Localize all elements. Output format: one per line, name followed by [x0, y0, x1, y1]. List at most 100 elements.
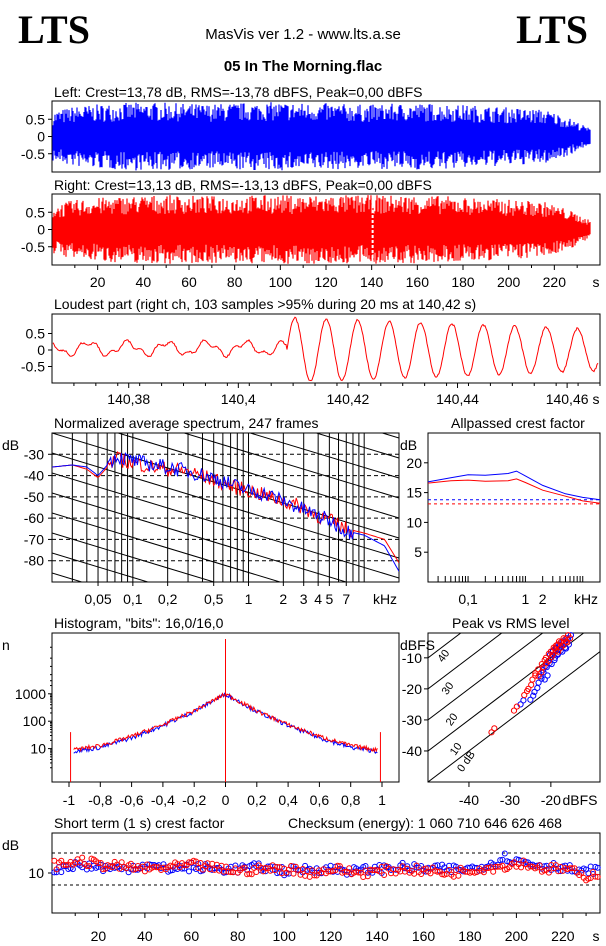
- allpassed-crest-xtick-label: 0,1: [458, 591, 478, 607]
- allpassed-crest-xtick-label: 1: [522, 591, 530, 607]
- peak-vs-rms-point: [532, 670, 539, 677]
- short-term-crest-ytick-label: 10: [28, 865, 44, 881]
- peak-vs-rms-xtick-label: -20: [541, 792, 561, 808]
- short-term-crest-point: [557, 868, 564, 875]
- lts-logo-right: LTS: [516, 7, 588, 52]
- short-term-crest-point: [248, 871, 255, 878]
- peak-vs-rms-point: [564, 632, 572, 639]
- peak-vs-rms-xtick-label: -30: [500, 792, 520, 808]
- peak-vs-rms-point: [510, 707, 518, 714]
- spectrum-ytick-label: -40: [24, 468, 44, 484]
- peak-vs-rms-point: [535, 679, 542, 686]
- short-term-crest-point: [453, 867, 459, 874]
- spectrum-slope-line: [52, 452, 399, 559]
- time-xtick-label: 220: [543, 274, 567, 290]
- time-xtick-label: 60: [181, 274, 197, 290]
- allpassed-crest-ytick-label: 5: [414, 544, 422, 560]
- short-term-crest-point: [336, 863, 343, 870]
- loudest-part-ytick-label: -0.5: [21, 359, 45, 375]
- peak-vs-rms-point: [544, 672, 551, 679]
- peak-vs-rms-xlabel: dBFS: [562, 792, 597, 808]
- short-term-crest-point: [311, 872, 318, 879]
- short-term-crest-point: [332, 867, 339, 874]
- histogram-title: Histogram, "bits": 16,0/16,0: [54, 615, 224, 631]
- short-term-crest-point: [262, 864, 269, 871]
- histogram-xtick-label: 0,8: [341, 792, 361, 808]
- histogram-ylabel: n: [2, 637, 10, 653]
- peak-vs-rms-point: [538, 669, 545, 676]
- short-term-crest-title: Short term (1 s) crest factor: [54, 815, 225, 831]
- peak-vs-rms-point: [567, 632, 575, 639]
- short-term-crest-point: [413, 862, 420, 869]
- short-term-crest-point: [455, 872, 462, 879]
- spectrum-slope-line: [52, 433, 399, 539]
- spectrum-ytick-label: -70: [24, 531, 44, 547]
- peak-vs-rms-point: [528, 681, 535, 688]
- lts-logo-left: LTS: [18, 7, 90, 52]
- loudest-part-xtick-label: 140,4: [221, 391, 256, 407]
- short-term-crest-point: [253, 869, 260, 875]
- time-unit-label: s: [593, 274, 600, 290]
- histogram-xtick-label: 1: [378, 792, 386, 808]
- short-term-crest-point: [100, 866, 107, 873]
- allpassed-crest-xtick-label: 2: [539, 591, 547, 607]
- histogram-ytick-label: 1000: [15, 686, 46, 702]
- time-xtick-label: 80: [227, 274, 243, 290]
- allpassed-crest-frame: [427, 432, 601, 583]
- spectrum-xtick-label: 0,5: [204, 591, 224, 607]
- peak-vs-rms-diagonal-label: 40: [436, 648, 453, 665]
- peak-vs-rms-frame: [427, 632, 601, 783]
- short-term-crest-point: [197, 860, 204, 866]
- short-term-crest-point: [69, 866, 76, 873]
- short-term-crest-point: [341, 868, 348, 875]
- time-xtick-label: 140: [360, 274, 384, 290]
- spectrum-xtick-label: 0,2: [158, 591, 178, 607]
- app-title: MasVis ver 1.2 - www.lts.a.se: [205, 26, 401, 43]
- short-term-crest-xtick-label: 60: [184, 928, 200, 944]
- histogram-xtick-label: -0,8: [88, 792, 112, 808]
- allpassed-crest-unit-label: kHz: [574, 591, 598, 607]
- peak-vs-rms-diagonal-label: 30: [440, 680, 457, 697]
- histogram-xtick-label: -0,6: [120, 792, 144, 808]
- peak-vs-rms-point: [553, 642, 560, 649]
- short-term-crest-point: [501, 850, 508, 857]
- loudest-part-ytick-label: 0.5: [26, 326, 46, 342]
- right-waveform-signal: [52, 195, 591, 264]
- spectrum-slope-line: [52, 552, 150, 582]
- short-term-crest-point: [527, 863, 534, 870]
- short-term-crest-point: [418, 871, 425, 877]
- short-term-crest-point: [490, 868, 497, 875]
- short-term-crest-xtick-label: 140: [365, 928, 389, 944]
- time-xtick-label: 160: [406, 274, 430, 290]
- spectrum-ytick-label: -80: [24, 553, 44, 569]
- spectrum-xtick-label: 2: [279, 591, 287, 607]
- histogram-xtick-label: 0,6: [310, 792, 330, 808]
- spectrum-slope-line: [116, 433, 399, 519]
- short-term-crest-point: [109, 864, 116, 871]
- allpassed-crest-ytick-label: 10: [406, 514, 422, 530]
- peak-vs-rms-point: [525, 685, 532, 692]
- peak-vs-rms-point: [520, 697, 527, 704]
- allpassed-crest-ylabel: dB: [400, 437, 417, 453]
- peak-vs-rms-diagonal-label: 20: [444, 711, 461, 728]
- short-term-crest-xtick-label: 160: [412, 928, 436, 944]
- peak-vs-rms-title: Peak vs RMS level: [452, 615, 569, 631]
- left-waveform-ytick-label: -0.5: [21, 146, 45, 162]
- peak-vs-rms-diagonal-line: [428, 633, 544, 721]
- peak-vs-rms-point: [540, 664, 547, 671]
- peak-vs-rms-point: [560, 642, 567, 649]
- short-term-crest-point: [227, 869, 234, 876]
- peak-vs-rms-xtick-label: -40: [459, 792, 479, 808]
- peak-vs-rms-point: [564, 639, 571, 646]
- peak-vs-rms-diagonal-label: 10: [448, 741, 465, 758]
- short-term-crest-point: [274, 864, 281, 870]
- short-term-crest-point: [313, 872, 320, 879]
- spectrum-frame: [51, 432, 400, 583]
- loudest-part-signal: [52, 316, 599, 382]
- peak-vs-rms-point: [529, 676, 536, 683]
- peak-vs-rms-point: [549, 651, 557, 658]
- spectrum-unit-label: kHz: [373, 591, 397, 607]
- peak-vs-rms-point: [545, 657, 552, 665]
